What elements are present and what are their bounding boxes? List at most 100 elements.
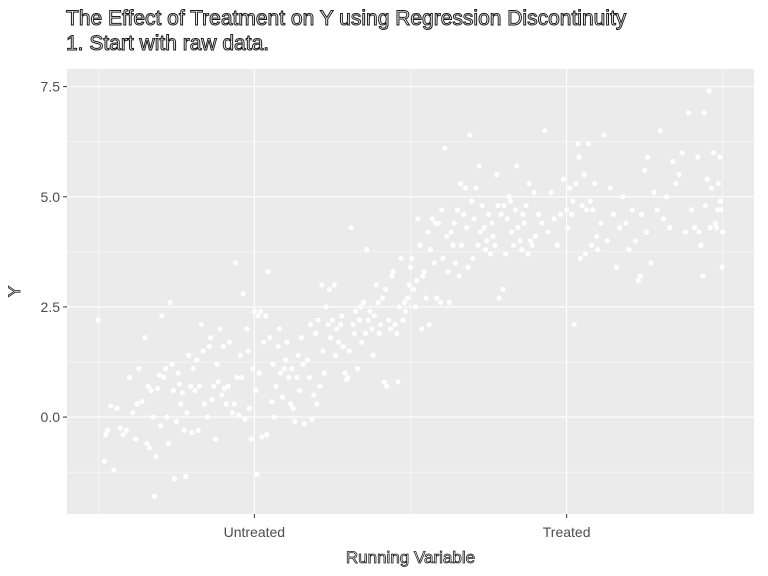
data-point <box>526 180 532 187</box>
data-point <box>459 242 465 248</box>
data-point <box>269 399 275 405</box>
data-point <box>134 401 140 407</box>
data-point <box>103 432 109 438</box>
data-point <box>221 385 227 392</box>
data-point <box>484 238 490 244</box>
data-point <box>104 427 111 433</box>
data-point <box>286 374 292 381</box>
data-point <box>571 321 577 328</box>
data-point <box>660 216 667 222</box>
data-point <box>567 185 573 191</box>
data-point <box>414 277 420 284</box>
data-point <box>598 220 604 226</box>
data-point <box>557 211 563 217</box>
data-point <box>614 264 620 270</box>
data-point <box>248 436 254 442</box>
data-point <box>523 202 529 209</box>
data-point <box>163 366 169 372</box>
data-point <box>325 321 331 328</box>
data-point <box>136 366 142 372</box>
data-point <box>271 414 277 420</box>
data-point <box>434 295 440 301</box>
data-point <box>307 321 314 328</box>
data-point <box>481 225 487 231</box>
data-point <box>632 238 638 244</box>
data-point <box>190 366 196 372</box>
data-point <box>442 145 448 151</box>
data-point <box>214 361 220 367</box>
data-point <box>259 434 265 440</box>
data-point <box>635 277 642 284</box>
y-tick-label: 7.5 <box>41 79 61 95</box>
data-point <box>467 132 473 138</box>
data-point <box>450 242 456 248</box>
data-point <box>95 317 101 323</box>
data-point <box>117 425 123 431</box>
data-point <box>620 194 626 200</box>
data-point <box>196 383 203 389</box>
data-point <box>359 339 365 345</box>
y-tick-label: 5.0 <box>41 189 61 205</box>
data-point <box>573 180 579 187</box>
data-point <box>679 150 685 156</box>
data-point <box>670 158 676 165</box>
data-point <box>215 379 221 385</box>
data-point <box>651 189 657 195</box>
data-point <box>629 207 635 213</box>
data-point <box>396 304 402 310</box>
data-point <box>348 225 354 231</box>
data-point <box>682 229 688 235</box>
data-point <box>439 207 445 213</box>
data-point <box>532 233 539 240</box>
data-point <box>336 339 342 345</box>
data-point <box>296 388 302 394</box>
data-point <box>120 432 126 438</box>
data-point <box>357 304 364 310</box>
data-point <box>426 321 432 328</box>
data-point <box>421 269 427 275</box>
data-points <box>95 88 726 499</box>
data-point <box>159 313 165 319</box>
data-point <box>236 412 242 418</box>
data-point <box>423 295 429 301</box>
data-point <box>171 476 178 482</box>
data-point <box>595 247 601 253</box>
data-point <box>688 207 695 213</box>
data-point <box>231 401 237 407</box>
data-point <box>350 321 356 328</box>
data-point <box>384 383 390 389</box>
data-point <box>144 440 150 447</box>
data-point <box>696 229 702 235</box>
data-point <box>427 247 434 253</box>
data-point <box>108 403 114 409</box>
data-point <box>158 423 164 429</box>
data-point <box>337 321 344 328</box>
y-axis-ticks: 0.0 2.5 5.0 7.5 <box>41 79 67 425</box>
data-point <box>251 308 257 314</box>
data-point <box>507 198 514 204</box>
data-point <box>186 352 192 358</box>
data-point <box>211 383 217 389</box>
data-point <box>492 242 498 248</box>
data-point <box>576 154 582 160</box>
data-point <box>346 348 352 354</box>
data-point <box>332 352 339 358</box>
data-point <box>400 317 406 323</box>
data-point <box>519 247 525 253</box>
data-point <box>589 242 595 248</box>
data-point <box>495 202 501 209</box>
data-point <box>156 372 163 378</box>
data-point <box>565 225 571 231</box>
data-point <box>304 357 311 363</box>
data-point <box>454 207 460 213</box>
data-point <box>676 172 682 178</box>
data-point <box>284 339 290 345</box>
data-point <box>219 392 225 398</box>
data-point <box>319 282 325 288</box>
data-point <box>448 229 454 235</box>
data-point <box>407 264 414 270</box>
data-point <box>145 383 151 389</box>
data-point <box>327 335 334 341</box>
data-point <box>282 357 289 363</box>
data-point <box>377 321 384 328</box>
